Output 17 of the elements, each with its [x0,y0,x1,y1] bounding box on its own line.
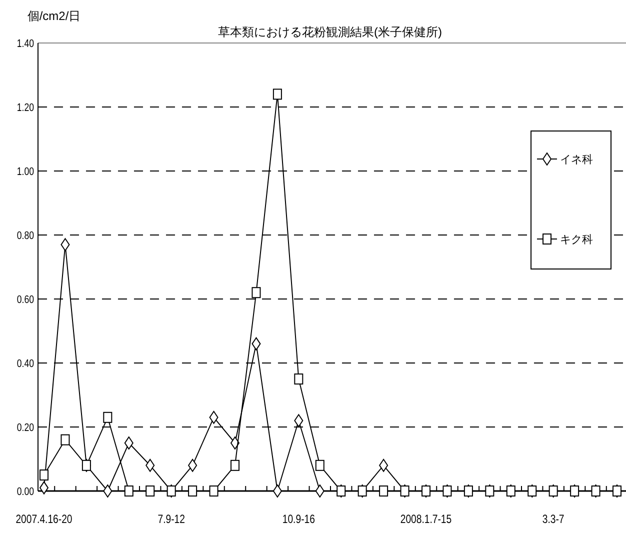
x-tick-label: 2007.4.16-20 [16,513,72,526]
x-tick-label: 2008.1.7-15 [400,513,452,526]
legend-label: イネ科 [560,154,593,166]
y-tick-label: 1.00 [16,166,34,178]
y-tick-label: 0.00 [16,486,34,498]
y-axis-title: 個/cm2/日 [27,9,81,23]
legend-label: キク科 [560,234,593,246]
x-tick-label: 10.9-16 [282,513,315,526]
y-tick-label: 0.80 [16,230,34,242]
y-tick-label: 0.40 [16,358,34,370]
y-tick-label: 0.20 [16,422,34,434]
x-tick-label: 3.3-7 [542,513,564,526]
y-tick-label: 0.60 [16,294,34,306]
y-tick-label: 1.40 [16,38,34,50]
x-tick-label: 7.9-12 [158,513,185,526]
y-tick-label: 1.20 [16,102,34,114]
chart-title: 草本類における花粉観測結果(米子保健所) [218,25,442,39]
